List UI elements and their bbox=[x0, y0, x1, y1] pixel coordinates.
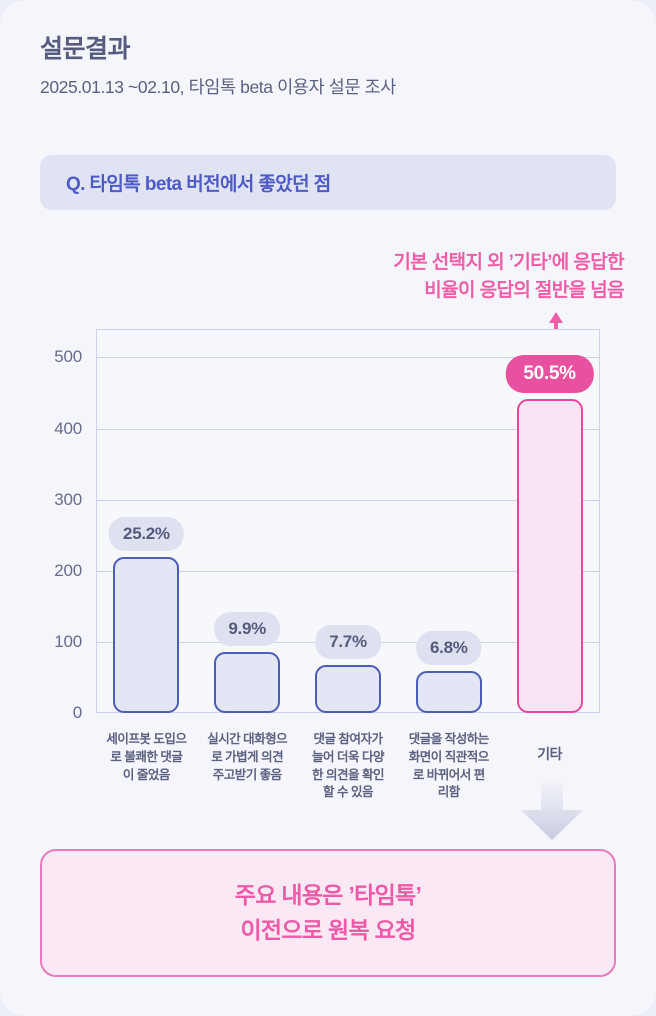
x-axis-label-line: 한 의견을 확인 bbox=[312, 767, 384, 782]
y-axis-tick-label: 500 bbox=[54, 347, 82, 367]
header: 설문결과 2025.01.13 ~02.10, 타임톡 beta 이용자 설문 … bbox=[40, 34, 616, 99]
x-axis-label-line: 로 불쾌한 댓글 bbox=[110, 749, 183, 764]
value-badge: 25.2% bbox=[109, 516, 184, 551]
x-axis-label-line: 이 줄었음 bbox=[122, 767, 170, 782]
gridline bbox=[96, 428, 600, 430]
value-badge: 6.8% bbox=[416, 631, 482, 666]
x-axis-label-line: 로 바뀌어서 편 bbox=[412, 767, 485, 782]
bar[interactable] bbox=[315, 665, 381, 713]
y-axis-tick-label: 400 bbox=[54, 418, 82, 438]
x-axis-label-line: 늘어 더욱 다양 bbox=[312, 749, 384, 764]
x-axis-label-line: 리함 bbox=[437, 785, 461, 800]
bar[interactable] bbox=[214, 651, 281, 713]
x-axis-label-line: 화면이 직관적으 bbox=[408, 749, 489, 764]
y-axis-tick-label: 100 bbox=[54, 631, 82, 651]
bar[interactable] bbox=[113, 556, 180, 713]
bar[interactable] bbox=[516, 399, 583, 713]
x-axis-label-line: 기타 bbox=[537, 746, 562, 762]
question-banner: Q. 타임톡 beta 버전에서 좋았던 점 bbox=[40, 155, 616, 210]
x-axis-label-line: 실시간 대화형으 bbox=[207, 732, 288, 746]
annotation-line-1: 기본 선택지 외 ’기타’에 응답한 bbox=[393, 252, 624, 273]
question-text: Q. 타임톡 beta 버전에서 좋았던 점 bbox=[66, 174, 331, 195]
page-subtitle: 2025.01.13 ~02.10, 타임톡 beta 이용자 설문 조사 bbox=[40, 77, 396, 97]
down-arrow-icon bbox=[521, 780, 583, 840]
gridline bbox=[96, 570, 600, 572]
value-badge: 9.9% bbox=[214, 611, 280, 646]
bar-chart: 0 100 200 300 400 500 25.2% 9.9% 7.7% 6.8% 50.5% … bbox=[54, 329, 600, 840]
y-axis-tick-label: 200 bbox=[54, 560, 82, 580]
conclusion-line-2: 이전으로 원복 요청 bbox=[240, 917, 416, 943]
gridline bbox=[96, 357, 600, 359]
gridline bbox=[96, 499, 600, 501]
x-axis-label: 기타 bbox=[500, 745, 600, 765]
x-axis-label-line: 주고받기 좋음 bbox=[212, 767, 282, 782]
annotation-line-2: 비율이 응답의 절반을 넘음 bbox=[424, 279, 624, 301]
y-axis-tick-label: 0 bbox=[72, 703, 82, 722]
conclusion-line-1: 주요 내용은 ’타임톡’ bbox=[234, 882, 422, 909]
x-axis-label-line: 할 수 있음 bbox=[323, 785, 373, 800]
conclusion-box: 주요 내용은 ’타임톡’ 이전으로 원복 요청 bbox=[40, 849, 616, 977]
bar[interactable] bbox=[415, 671, 482, 713]
x-axis-label-line: 댓글 참여자가 bbox=[313, 732, 383, 746]
value-badge: 7.7% bbox=[315, 625, 381, 660]
x-axis-label-line: 로 가볍게 의견 bbox=[211, 749, 284, 764]
value-badge: 50.5% bbox=[505, 355, 594, 394]
annotation-callout: 기본 선택지 외 ’기타’에 응답한 비율이 응답의 절반을 넘음 bbox=[294, 249, 624, 304]
page-title: 설문결과 bbox=[40, 35, 131, 63]
x-axis-label-line: 세이프봇 도입으 bbox=[106, 732, 187, 746]
y-axis-tick-label: 300 bbox=[54, 489, 82, 509]
x-axis-label-line: 댓글을 작성하는 bbox=[408, 732, 489, 746]
